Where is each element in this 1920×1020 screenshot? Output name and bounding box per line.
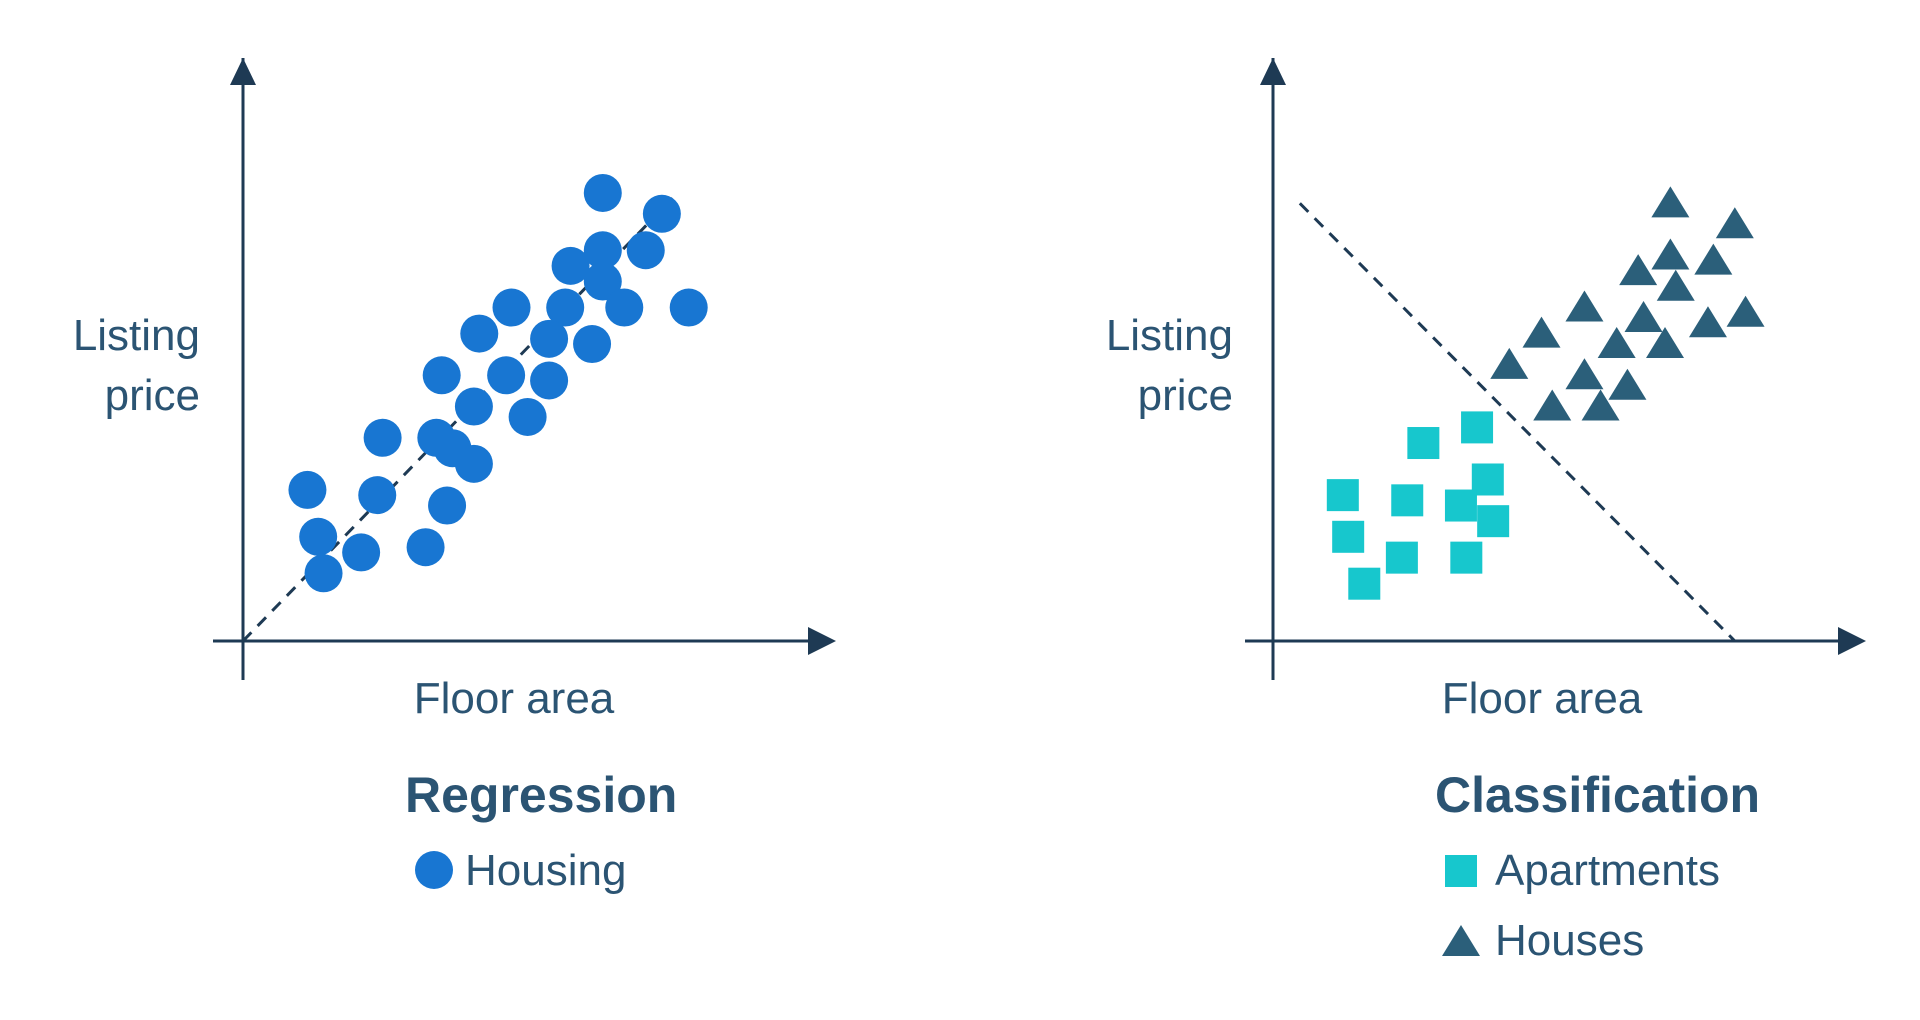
- housing-point-16: [454, 387, 493, 426]
- legend-label-apartments: Apartments: [1495, 846, 1720, 895]
- legend-circle-icon: [415, 851, 453, 889]
- legend-square-icon: [1445, 855, 1477, 887]
- legend-label-housing: Housing: [465, 846, 626, 895]
- legend: Apartments Houses: [1442, 846, 1720, 965]
- y-axis-label-line1: Listing: [1106, 311, 1233, 360]
- housing-point-17: [508, 397, 547, 436]
- housing-point-27: [406, 528, 445, 567]
- decision-boundary: [1298, 202, 1736, 643]
- housing-point-24: [428, 486, 467, 525]
- housing-point-4: [551, 246, 590, 285]
- housing-point-18: [363, 418, 402, 457]
- house-point-5: [1656, 269, 1695, 301]
- apartment-point-8: [1385, 541, 1418, 574]
- house-point-13: [1490, 347, 1529, 379]
- apartment-point-4: [1444, 489, 1477, 522]
- house-point-12: [1646, 327, 1685, 359]
- housing-point-8: [605, 288, 644, 327]
- housing-point-11: [530, 319, 569, 358]
- housing-point-13: [422, 356, 461, 395]
- y-axis-label-line2: price: [1138, 371, 1233, 420]
- apartment-point-7: [1332, 520, 1365, 553]
- legend: Housing: [415, 846, 626, 895]
- housing-point-0: [583, 173, 622, 212]
- apartment-point-1: [1407, 427, 1440, 460]
- y-axis-label-line1: Listing: [73, 311, 200, 360]
- apartment-points: [1326, 411, 1510, 600]
- apartment-point-10: [1348, 567, 1381, 600]
- apartment-point-9: [1450, 541, 1483, 574]
- housing-point-7: [546, 288, 585, 327]
- x-axis-arrowhead: [1838, 627, 1866, 655]
- apartment-point-6: [1477, 505, 1510, 538]
- classification-chart: Listing price Floor area Classification …: [1106, 58, 1866, 965]
- housing-point-14: [487, 356, 526, 395]
- house-point-2: [1651, 238, 1690, 270]
- house-point-17: [1581, 389, 1620, 421]
- house-point-0: [1651, 186, 1690, 218]
- housing-point-9: [669, 288, 708, 327]
- y-axis-arrowhead: [230, 58, 256, 85]
- chart-title: Regression: [405, 767, 677, 823]
- housing-point-1: [642, 194, 681, 233]
- apartment-point-2: [1471, 463, 1504, 496]
- housing-point-5: [583, 262, 622, 301]
- house-point-4: [1619, 254, 1658, 286]
- y-axis-label-line2: price: [105, 371, 200, 420]
- house-point-16: [1533, 389, 1572, 421]
- housing-point-12: [573, 325, 612, 364]
- housing-point-6: [492, 288, 531, 327]
- legend-label-houses: Houses: [1495, 916, 1644, 965]
- housing-point-25: [299, 517, 338, 556]
- house-point-6: [1565, 290, 1604, 322]
- house-point-7: [1624, 300, 1663, 332]
- house-point-14: [1565, 358, 1604, 390]
- housing-point-15: [530, 361, 569, 400]
- housing-point-26: [342, 533, 381, 572]
- housing-point-10: [460, 314, 499, 353]
- house-point-3: [1694, 243, 1733, 275]
- chart-title: Classification: [1435, 767, 1760, 823]
- x-axis-label: Floor area: [1442, 674, 1643, 723]
- y-axis-arrowhead: [1260, 58, 1286, 85]
- apartment-point-0: [1461, 411, 1494, 444]
- housing-point-2: [583, 231, 622, 270]
- house-point-1: [1715, 207, 1754, 239]
- x-axis-arrowhead: [808, 627, 836, 655]
- house-point-9: [1726, 295, 1765, 327]
- housing-point-22: [288, 470, 327, 509]
- housing-points: [288, 173, 708, 593]
- apartment-point-5: [1391, 484, 1424, 517]
- housing-point-28: [304, 554, 343, 593]
- housing-point-21: [454, 444, 493, 483]
- housing-point-23: [358, 476, 397, 515]
- house-point-15: [1608, 368, 1647, 400]
- regression-chart: Listing price Floor area Regression Hous…: [73, 58, 836, 895]
- house-points: [1490, 186, 1765, 421]
- house-point-10: [1522, 316, 1561, 348]
- house-point-8: [1688, 306, 1727, 338]
- x-axis-label: Floor area: [414, 674, 615, 723]
- legend-triangle-icon: [1442, 925, 1480, 956]
- apartment-point-3: [1326, 479, 1359, 512]
- housing-point-3: [626, 231, 665, 270]
- house-point-11: [1597, 327, 1636, 359]
